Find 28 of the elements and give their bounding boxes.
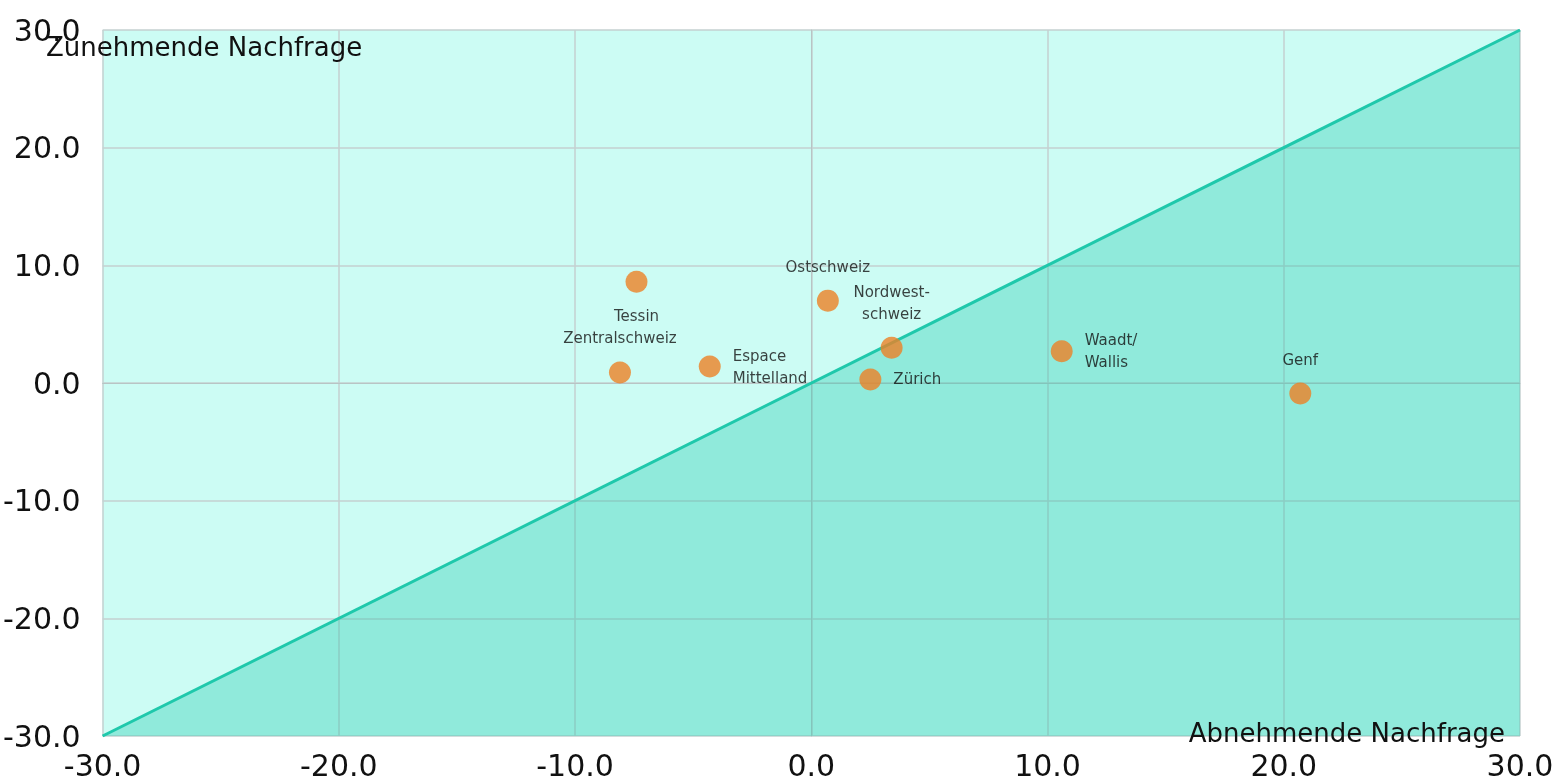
data-label: Genf bbox=[1282, 350, 1319, 369]
x-tick-label: 10.0 bbox=[1014, 747, 1081, 780]
data-label: Zürich bbox=[893, 370, 942, 389]
y-tick-label: -10.0 bbox=[3, 483, 81, 519]
x-tick-label: -10.0 bbox=[536, 747, 614, 780]
y-tick-label: 20.0 bbox=[13, 130, 81, 166]
x-tick-label: 30.0 bbox=[1486, 747, 1554, 780]
x-tick-label: -20.0 bbox=[300, 747, 378, 780]
x-tick-label: 20.0 bbox=[1250, 747, 1318, 780]
point bbox=[1050, 340, 1073, 363]
y-tick-label: -20.0 bbox=[3, 600, 81, 636]
data-label: Zentralschweiz bbox=[563, 329, 677, 348]
point bbox=[859, 368, 882, 391]
data-label: Nordwest- schweiz bbox=[853, 282, 930, 323]
x-tick-label: 0.0 bbox=[787, 747, 836, 780]
point bbox=[880, 336, 903, 359]
data-label: Ostschweiz bbox=[785, 257, 871, 276]
point bbox=[698, 355, 721, 378]
data-label: Espace Mittelland bbox=[732, 346, 808, 387]
point bbox=[608, 361, 631, 384]
data-label: Waadt/ Wallis bbox=[1084, 331, 1139, 372]
y-tick-label: 0.0 bbox=[32, 365, 81, 401]
point bbox=[816, 289, 839, 312]
annotation: Abnehmende Nachfrage bbox=[1188, 718, 1506, 748]
y-tick-label: 10.0 bbox=[13, 247, 81, 283]
point bbox=[625, 270, 648, 293]
data-label: Tessin bbox=[612, 306, 660, 325]
point bbox=[1289, 382, 1312, 405]
